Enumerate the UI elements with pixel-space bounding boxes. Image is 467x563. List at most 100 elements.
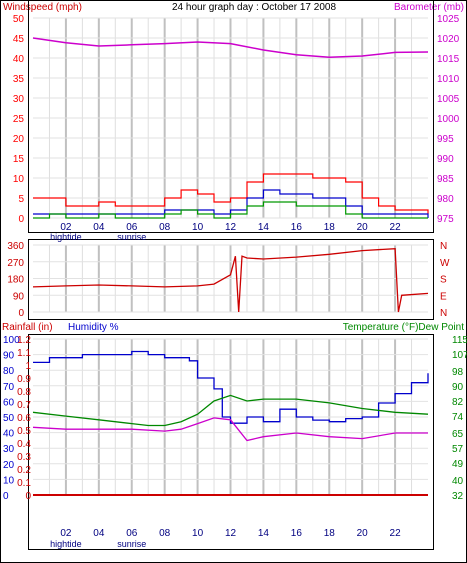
temperature-tick-label: 98 bbox=[452, 367, 464, 378]
panel-frame-3 bbox=[28, 334, 434, 550]
wind-direction-series bbox=[32, 248, 429, 313]
temperature-tick-label: 49 bbox=[452, 459, 464, 470]
temperature-tick-label: 65 bbox=[452, 429, 464, 440]
rain-tick-label: 0 bbox=[25, 491, 31, 502]
wind-gust-series bbox=[33, 189, 429, 218]
rain-tick-label: 0.8 bbox=[17, 387, 31, 398]
direction-tick-label: 180 bbox=[7, 275, 24, 286]
x-sublabel: sunrise bbox=[117, 232, 146, 242]
rain-tick-label: 0.7 bbox=[17, 400, 31, 411]
temperature-tick-label: 40 bbox=[452, 476, 464, 487]
humidity-tick-label: 20 bbox=[3, 460, 15, 471]
gridlines bbox=[33, 17, 428, 496]
compass-tick-label: N bbox=[440, 308, 447, 319]
x-tick-label: 02 bbox=[60, 528, 72, 539]
x-tick-label: 12 bbox=[225, 528, 237, 539]
compass-tick-label: W bbox=[440, 258, 450, 269]
wind-tick-label: 45 bbox=[13, 34, 25, 45]
x-tick-label: 20 bbox=[357, 528, 369, 539]
rain-tick-label: 1.1 bbox=[17, 348, 31, 359]
temperature-tick-label: 115 bbox=[452, 335, 467, 346]
dew-point-series bbox=[32, 417, 428, 442]
humidity-tick-label: 70 bbox=[3, 382, 15, 393]
direction-tick-label: 0 bbox=[18, 308, 24, 319]
x-tick-label: 16 bbox=[291, 222, 303, 233]
wind-tick-label: 50 bbox=[13, 14, 25, 25]
x-tick-label: 06 bbox=[126, 528, 138, 539]
x-sublabel: hightide bbox=[50, 539, 82, 549]
tick-labels: 5045403530252015105010251020101510101005… bbox=[3, 14, 467, 549]
barometer-axis-label: Barometer (mb) bbox=[394, 2, 464, 13]
wind-tick-label: 10 bbox=[13, 174, 25, 185]
x-sublabel: hightide bbox=[50, 232, 82, 242]
rain-tick-label: 0.2 bbox=[17, 465, 31, 476]
x-tick-label: 12 bbox=[225, 222, 237, 233]
compass-tick-label: S bbox=[440, 275, 447, 286]
rain-tick-label: 0.4 bbox=[17, 439, 31, 450]
wind-tick-label: 25 bbox=[13, 114, 25, 125]
barometer-tick-label: 990 bbox=[437, 154, 454, 165]
x-tick-label: 22 bbox=[390, 528, 402, 539]
series-layer bbox=[32, 37, 429, 496]
compass-tick-label: E bbox=[440, 291, 447, 302]
compass-tick-label: N bbox=[440, 241, 447, 252]
x-tick-label: 14 bbox=[258, 528, 270, 539]
x-tick-label: 18 bbox=[324, 222, 336, 233]
wind-tick-label: 0 bbox=[18, 214, 24, 225]
wind-axis-label: Windspeed (mph) bbox=[3, 2, 82, 13]
temperature-tick-label: 82 bbox=[452, 397, 464, 408]
humidity-tick-label: 100 bbox=[3, 335, 20, 346]
x-tick-label: 14 bbox=[258, 222, 270, 233]
x-tick-label: 10 bbox=[192, 528, 204, 539]
x-tick-label: 02 bbox=[60, 222, 72, 233]
barometer-tick-label: 1010 bbox=[437, 74, 460, 85]
direction-tick-label: 90 bbox=[13, 291, 25, 302]
humidity-tick-label: 50 bbox=[3, 413, 15, 424]
rain-tick-label: 0.6 bbox=[17, 413, 31, 424]
barometer-tick-label: 980 bbox=[437, 194, 454, 205]
chart-title: 24 hour graph day : October 17 2008 bbox=[172, 2, 336, 13]
humidity-tick-label: 10 bbox=[3, 475, 15, 486]
rain-tick-label: 1 bbox=[25, 361, 31, 372]
panel-frame-1 bbox=[28, 0, 434, 233]
temperature-tick-label: 107 bbox=[452, 350, 467, 361]
x-tick-label: 04 bbox=[93, 222, 105, 233]
direction-tick-label: 270 bbox=[7, 258, 24, 269]
panel-frame-2 bbox=[28, 239, 434, 320]
humidity-tick-label: 60 bbox=[3, 397, 15, 408]
x-tick-label: 10 bbox=[192, 222, 204, 233]
wind-tick-label: 30 bbox=[13, 94, 25, 105]
temperature-tick-label: 90 bbox=[452, 382, 464, 393]
x-tick-label: 08 bbox=[159, 528, 171, 539]
x-tick-label: 08 bbox=[159, 222, 171, 233]
x-tick-label: 04 bbox=[93, 528, 105, 539]
barometer-tick-label: 995 bbox=[437, 134, 454, 145]
humidity-series bbox=[33, 350, 429, 424]
barometer-tick-label: 975 bbox=[437, 214, 454, 225]
rainfall-axis-label: Rainfall (in) bbox=[2, 322, 53, 333]
temperature-tick-label: 57 bbox=[452, 444, 464, 455]
rain-tick-label: 0.3 bbox=[17, 452, 31, 463]
x-tick-label: 16 bbox=[291, 528, 303, 539]
humidity-tick-label: 80 bbox=[3, 366, 15, 377]
wind-tick-label: 40 bbox=[13, 54, 25, 65]
wind-min-series bbox=[33, 201, 428, 219]
barometer-tick-label: 1000 bbox=[437, 114, 460, 125]
temperature-series bbox=[32, 394, 429, 427]
barometer-tick-label: 1015 bbox=[437, 54, 460, 65]
barometer-tick-label: 1025 bbox=[437, 14, 460, 25]
wind-tick-label: 35 bbox=[13, 74, 25, 85]
rain-tick-label: 1.2 bbox=[17, 335, 31, 346]
rain-tick-label: 0.9 bbox=[17, 374, 31, 385]
wind-tick-label: 20 bbox=[13, 134, 25, 145]
x-tick-label: 06 bbox=[126, 222, 138, 233]
x-tick-label: 18 bbox=[324, 528, 336, 539]
temperature-tick-label: 32 bbox=[452, 491, 464, 502]
x-sublabel: sunrise bbox=[117, 539, 146, 549]
humidity-tick-label: 0 bbox=[3, 491, 9, 502]
barometer-tick-label: 1020 bbox=[437, 34, 460, 45]
temperature-axis-label: Temperature (°F)Dew Point bbox=[343, 322, 464, 333]
humidity-tick-label: 90 bbox=[3, 351, 15, 362]
